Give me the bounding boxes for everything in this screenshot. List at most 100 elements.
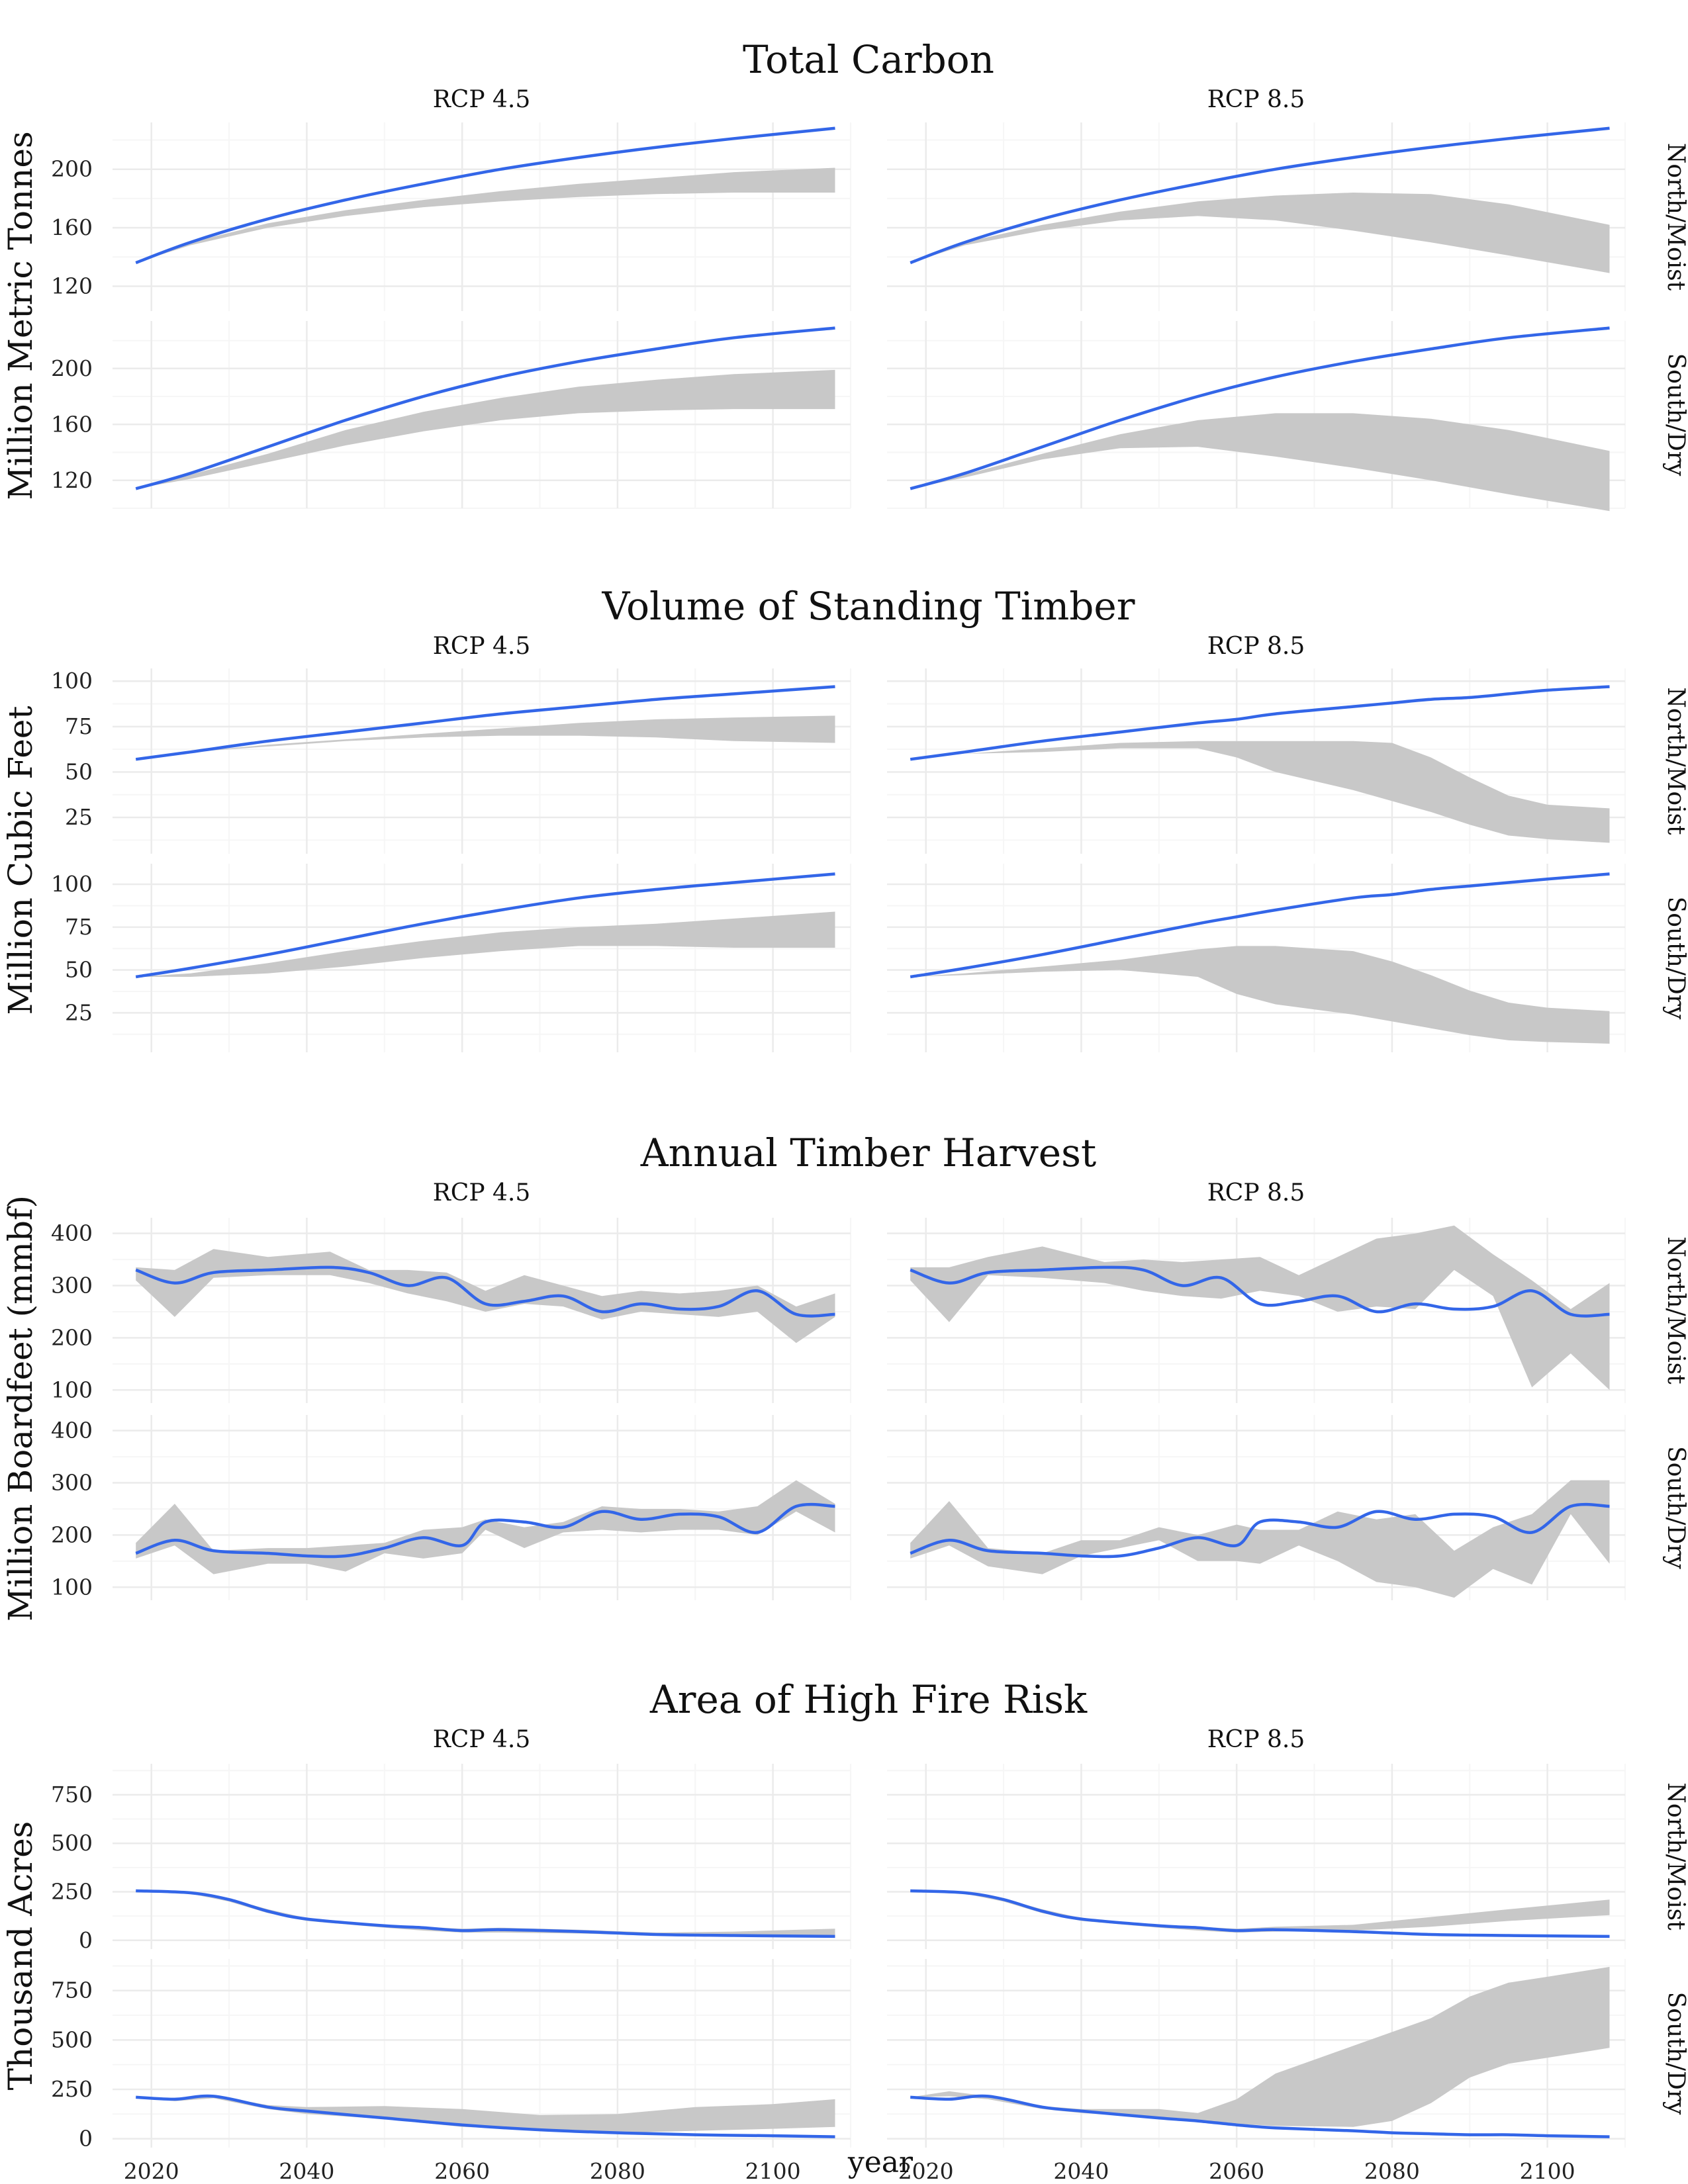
y-axis-label: Million Cubic Feet: [1, 706, 40, 1015]
model-line: [135, 126, 835, 265]
chart-title: Total Carbon: [743, 37, 994, 82]
y-tick-label: 100: [51, 668, 93, 694]
model-line: [910, 1502, 1610, 1559]
y-tick-label: 300: [51, 1470, 93, 1496]
range-ribbon: [136, 2095, 835, 2133]
y-tick-label: 75: [65, 713, 93, 739]
y-tick-label: 750: [51, 1978, 93, 2003]
row-strip-label: South/Dry: [1662, 1992, 1688, 2115]
x-tick-label: 2040: [1053, 2158, 1109, 2184]
column-strip-label: RCP 4.5: [433, 1726, 531, 1753]
x-tick-label: 2100: [1520, 2158, 1575, 2184]
column-strip-label: RCP 4.5: [433, 633, 531, 660]
row-strip-label: South/Dry: [1662, 1446, 1688, 1569]
x-tick-label: 2020: [124, 2158, 179, 2184]
model-line: [135, 685, 835, 761]
panel-south-dry-rcp45: [113, 321, 851, 509]
range-ribbon: [910, 193, 1610, 273]
y-tick-label: 300: [51, 1273, 93, 1298]
y-tick-label: 200: [51, 156, 93, 182]
y-tick-label: 160: [51, 214, 93, 240]
panel-north-moist-rcp85: [887, 122, 1626, 311]
panel-north-moist-rcp85: [887, 1218, 1626, 1403]
panel-south-dry-rcp85: [887, 864, 1626, 1052]
y-axis-label: Thousand Acres: [1, 1821, 40, 2091]
column-strip-label: RCP 8.5: [1207, 1726, 1305, 1753]
range-ribbon: [910, 1966, 1610, 2127]
y-tick-label: 400: [51, 1418, 93, 1443]
model-line: [135, 326, 835, 490]
y-tick-label: 25: [65, 804, 93, 830]
y-axis-label: Million Boardfeet (mmbf): [1, 1195, 40, 1621]
y-tick-label: 400: [51, 1220, 93, 1246]
panel-south-dry-rcp85: [887, 321, 1626, 512]
chart-block-4: Area of High Fire Risk RCP 4.5 RCP 8.5 Thou…: [1, 1677, 1688, 2184]
range-ribbon: [136, 911, 835, 977]
panel-north-moist-rcp45: [113, 122, 851, 311]
range-ribbon: [136, 167, 835, 263]
range-ribbon: [136, 715, 835, 760]
y-tick-label: 120: [51, 467, 93, 493]
x-tick-label: 2080: [1364, 2158, 1420, 2184]
y-tick-label: 200: [51, 355, 93, 381]
y-tick-label: 100: [51, 1574, 93, 1600]
y-tick-label: 500: [51, 1830, 93, 1856]
panel-south-dry-rcp85: [887, 1415, 1626, 1600]
x-tick-label: 2080: [590, 2158, 645, 2184]
chart-title: Annual Timber Harvest: [640, 1130, 1096, 1175]
y-tick-label: 25: [65, 999, 93, 1025]
y-tick-label: 50: [65, 957, 93, 983]
row-strip-label: South/Dry: [1662, 353, 1688, 477]
panel-north-moist-rcp85: [887, 1764, 1626, 1949]
range-ribbon: [910, 1225, 1610, 1390]
range-ribbon: [136, 369, 835, 489]
model-line: [136, 2094, 835, 2138]
row-strip-label: North/Moist: [1662, 1236, 1688, 1385]
y-tick-label: 500: [51, 2026, 93, 2052]
x-tick-label: 2100: [745, 2158, 801, 2184]
y-tick-label: 120: [51, 273, 93, 298]
y-tick-label: 0: [79, 1927, 93, 1953]
y-tick-label: 750: [51, 1782, 93, 1807]
chart-title: Area of High Fire Risk: [649, 1677, 1088, 1722]
y-tick-label: 160: [51, 411, 93, 437]
range-ribbon: [910, 413, 1610, 512]
panel-north-moist-rcp45: [113, 1218, 851, 1403]
model-line: [910, 2094, 1610, 2138]
y-tick-label: 75: [65, 914, 93, 940]
panel-south-dry-rcp45: [113, 1959, 851, 2148]
x-tick-label: 2040: [279, 2158, 334, 2184]
panel-north-moist-rcp85: [887, 668, 1626, 854]
range-ribbon: [136, 1249, 835, 1343]
chart-title: Volume of Standing Timber: [602, 584, 1135, 629]
range-ribbon: [910, 741, 1610, 843]
y-tick-label: 250: [51, 2076, 93, 2102]
panel-south-dry-rcp45: [113, 864, 851, 1052]
panel-north-moist-rcp45: [113, 1764, 851, 1949]
range-ribbon: [910, 946, 1610, 1044]
range-ribbon: [910, 1480, 1610, 1598]
model-line: [135, 1265, 835, 1318]
x-axis-label: year: [847, 2146, 914, 2179]
row-strip-label: North/Moist: [1662, 687, 1688, 835]
y-tick-label: 100: [51, 1377, 93, 1402]
column-strip-label: RCP 4.5: [433, 86, 531, 113]
model-line: [910, 872, 1610, 979]
panel-north-moist-rcp45: [113, 668, 851, 854]
x-tick-label: 2060: [1209, 2158, 1264, 2184]
x-tick-label: 2060: [434, 2158, 490, 2184]
panel-south-dry-rcp85: [887, 1959, 1626, 2148]
y-tick-label: 100: [51, 871, 93, 897]
range-ribbon: [910, 1891, 1610, 1933]
model-line: [910, 1889, 1610, 1938]
panel-south-dry-rcp45: [113, 1415, 851, 1600]
chart-block-1: Total Carbon RCP 4.5 RCP 8.5 Million Metric…: [1, 37, 1688, 512]
y-tick-label: 250: [51, 1879, 93, 1905]
y-tick-label: 200: [51, 1522, 93, 1547]
chart-block-3: Annual Timber Harvest RCP 4.5 RCP 8.5 Milli…: [1, 1130, 1688, 1621]
x-tick-label: 2020: [898, 2158, 954, 2184]
chart-block-2: Volume of Standing Timber RCP 4.5 RCP 8.5 M…: [1, 584, 1688, 1052]
model-line: [910, 685, 1610, 761]
row-strip-label: South/Dry: [1662, 897, 1688, 1020]
